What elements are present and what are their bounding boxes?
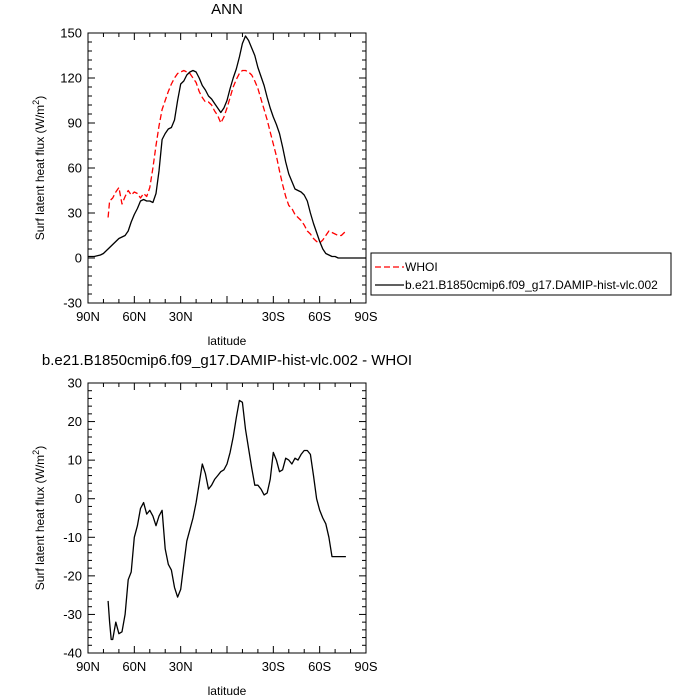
x-tick-label: 90S (354, 659, 377, 674)
y-tick-label: 0 (75, 251, 82, 266)
x-tick-label: 60N (122, 659, 146, 674)
panel-annual-flux: ANN 90N 60N 30N 30S 60S 90S -30 0 30 60 90 120 150 l… (31, 1, 378, 348)
x-tick-label: 60N (122, 309, 146, 324)
y-axis-label-text: Surf latent heat flux (W/m (33, 105, 47, 240)
series-line-b-e21-b1850cmip6-f09-g17-damip-hist-vlc-002 (88, 35, 366, 259)
series-lines (107, 399, 346, 641)
y-tick-label: 10 (68, 453, 82, 468)
x-tick-label: 30S (262, 659, 285, 674)
series-line-difference (107, 399, 346, 641)
y-tick-label: 20 (68, 414, 82, 429)
y-tick-label: 150 (60, 26, 82, 41)
y-tick-label: -20 (63, 568, 82, 583)
y-axis-label-close: ) (33, 446, 47, 450)
x-tick-label: 30N (169, 309, 193, 324)
series-lines (88, 35, 366, 259)
legend: WHOI b.e21.B1850cmip6.f09_g17.DAMIP-hist… (370, 252, 672, 296)
chart-title: ANN (211, 1, 243, 18)
axis-ticks: 90N 60N 30N 30S 60S 90S -40 -30 -20 -10 0 10 20 30 (63, 376, 378, 675)
y-tick-label: 0 (75, 491, 82, 506)
y-tick-label: 30 (68, 206, 82, 221)
x-tick-label: 60S (308, 309, 331, 324)
x-tick-label: 90N (76, 309, 100, 324)
axis-ticks: 90N 60N 30N 30S 60S 90S -30 0 30 60 90 120 150 (60, 26, 378, 325)
x-tick-label: 30S (262, 309, 285, 324)
y-tick-label: 60 (68, 161, 82, 176)
y-tick-label: -40 (63, 646, 82, 661)
y-tick-label: -30 (63, 296, 82, 311)
x-tick-label: 60S (308, 659, 331, 674)
y-tick-label: -30 (63, 607, 82, 622)
chart-title: b.e21.B1850cmip6.f09_g17.DAMIP-hist-vlc.… (42, 352, 412, 369)
legend-label-model: b.e21.B1850cmip6.f09_g17.DAMIP-hist-vlc.… (405, 278, 658, 292)
panel-difference: b.e21.B1850cmip6.f09_g17.DAMIP-hist-vlc.… (31, 352, 412, 698)
x-axis-label: latitude (208, 334, 247, 348)
y-axis-label: Surf latent heat flux (W/m2) (31, 446, 47, 590)
legend-label-whoi: WHOI (405, 260, 438, 274)
x-axis-label: latitude (208, 684, 247, 698)
y-axis-label-superscript: 2 (31, 100, 41, 105)
x-tick-label: 30N (169, 659, 193, 674)
y-axis-label: Surf latent heat flux (W/m2) (31, 96, 47, 240)
x-tick-label: 90S (354, 309, 377, 324)
plot-frame (87, 32, 367, 304)
y-tick-label: -10 (63, 530, 82, 545)
legend-box (370, 252, 672, 296)
series-line-whoi (107, 69, 347, 244)
y-axis-label-close: ) (33, 96, 47, 100)
plot-frame (87, 382, 367, 654)
y-axis-label-superscript: 2 (31, 450, 41, 455)
y-tick-label: 90 (68, 116, 82, 131)
y-tick-label: 120 (60, 71, 82, 86)
y-axis-label-text: Surf latent heat flux (W/m (33, 455, 47, 590)
x-tick-label: 90N (76, 659, 100, 674)
y-tick-label: 30 (68, 376, 82, 391)
